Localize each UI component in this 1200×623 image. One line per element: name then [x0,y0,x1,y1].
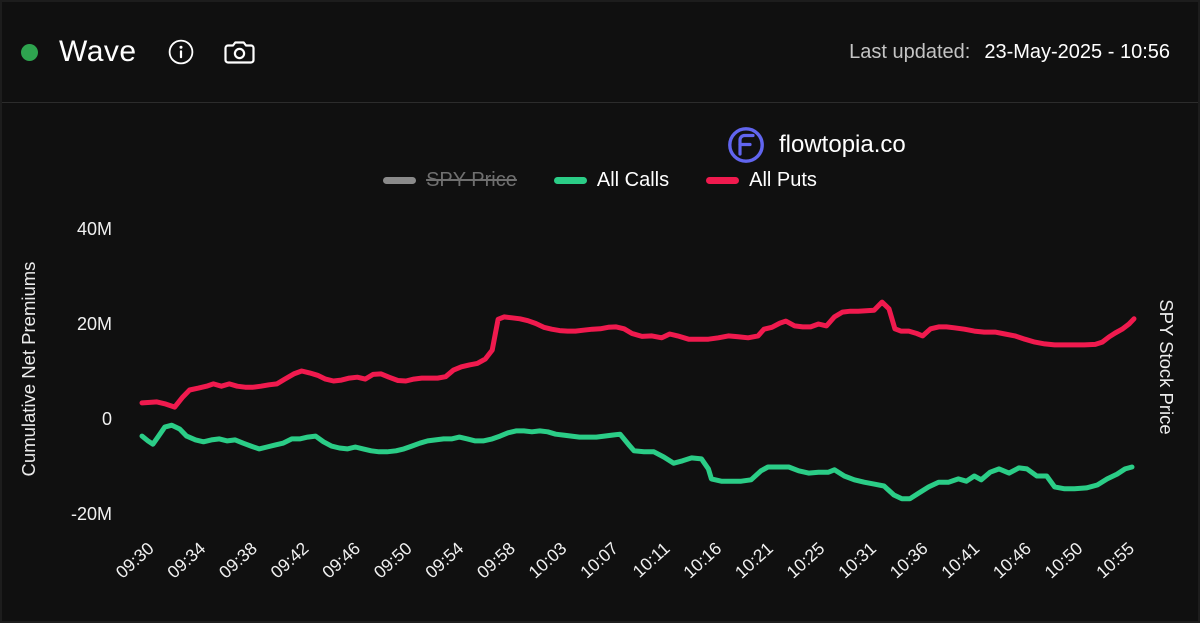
x-tick-label: 10:36 [886,538,932,582]
all-puts-swatch [706,177,740,184]
x-tick-label: 09:58 [473,538,519,582]
x-tick-label: 09:50 [370,538,416,582]
legend-label-all-calls: All Calls [596,169,670,191]
x-tick-label: 10:25 [783,538,829,582]
x-tick-label: 10:31 [834,538,880,582]
x-tick-label: 10:46 [989,538,1035,582]
x-tick-label: 10:07 [576,538,622,582]
chart-panel: 40M 20M 0 -20M 09:30 09:34 09:38 09:42 09:46 09:5… [2,103,1198,621]
y-axis-title-right: SPY Stock Price [1156,299,1177,434]
x-tick-label: 10:03 [525,538,571,582]
x-tick-label: 09:34 [163,538,209,582]
y-tick-label: -20M [71,504,112,524]
last-updated-timestamp: 23-May-2025 - 10:56 [984,40,1170,63]
x-tick-label: 10:21 [731,538,777,582]
x-tick-label: 10:55 [1092,538,1138,582]
camera-screenshot-icon[interactable] [223,39,255,66]
header-left: Wave [21,35,255,69]
y-axis-title-left: Cumulative Net Premiums [18,262,39,477]
x-tick-label: 09:42 [267,538,313,582]
brand-watermark: flowtopia.co [726,125,906,165]
x-tick-label: 09:46 [318,538,364,582]
legend-item-all-calls[interactable]: All Calls [553,169,670,192]
brand-name: flowtopia.co [779,131,906,158]
x-tick-label: 10:11 [629,538,674,581]
live-status-dot [21,43,38,61]
x-tick-label: 10:41 [937,538,983,582]
header-right: Last updated: 23-May-2025 - 10:56 [849,41,1170,64]
all-calls-swatch [553,177,587,184]
x-tick-label: 10:16 [679,538,725,582]
page-title: Wave [59,35,137,68]
series-line-all-puts[interactable] [139,299,1137,410]
x-tick-label: 09:30 [112,538,158,582]
x-tick-label: 09:38 [215,538,261,582]
header-bar: Wave Last updated: 23-May-2025 - 10:56 [2,2,1198,103]
legend-label-all-puts: All Puts [749,169,817,191]
y-tick-label: 40M [77,219,112,239]
y-tick-label: 0 [102,409,112,429]
series-line-all-calls[interactable] [139,422,1135,502]
chart-legend: SPY Price All Calls All Puts [2,169,1198,192]
spy-price-swatch [383,177,417,184]
info-icon[interactable] [168,39,194,65]
x-tick-label: 10:50 [1041,538,1087,582]
y-tick-label: 20M [77,314,112,334]
legend-item-spy-price[interactable]: SPY Price [383,169,517,192]
flowtopia-logo-icon [726,125,766,165]
last-updated-label: Last updated: [849,40,971,63]
x-tick-label: 09:54 [421,538,467,582]
legend-label-spy-price: SPY Price [426,169,517,191]
legend-item-all-puts[interactable]: All Puts [706,169,817,192]
